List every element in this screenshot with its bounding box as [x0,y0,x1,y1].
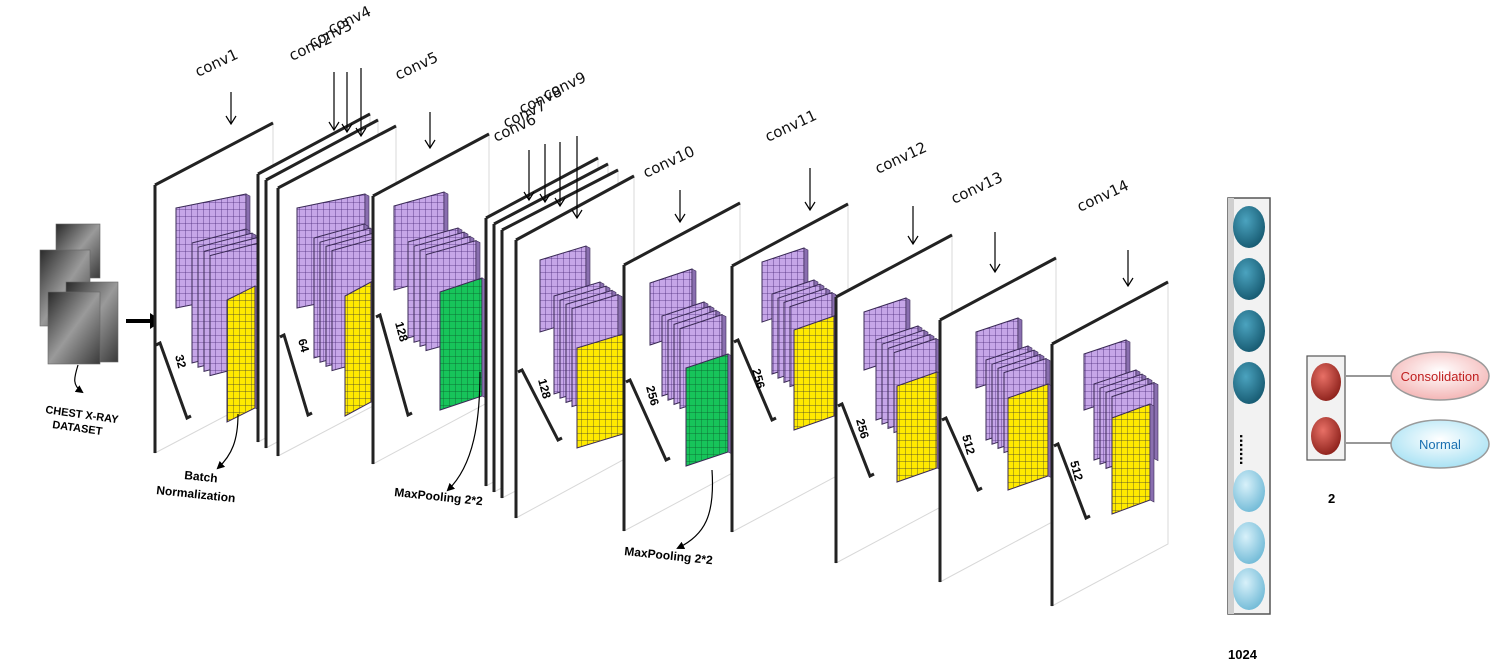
batch-norm-label-line1: Batch [184,468,219,485]
conv5-bracket [375,312,413,418]
batchnorm-map-6 [1007,383,1049,491]
conv11-label: conv11 [762,106,819,146]
output-node-1 [1311,363,1341,401]
dense-node [1233,362,1265,404]
dense-node [1233,206,1265,248]
output-units-label: 2 [1328,491,1335,506]
normal-oval [1390,419,1490,469]
dense-nodes [1233,206,1265,610]
batchnorm-map-1 [226,285,256,423]
conv14-label: conv14 [1074,176,1131,216]
filter-count-256-b: 256 [749,367,768,390]
conv14-bracket [1053,441,1091,521]
batchnorm-map-4 [793,315,835,431]
conv12-bracket [837,401,875,479]
conv12-label: conv12 [872,138,929,178]
conv13-bracket [941,415,983,493]
filter-count-256-a: 256 [643,384,662,407]
batchnorm-map-2 [344,281,372,417]
batchnorm-map-3 [576,333,624,449]
batch-norm-pointer [216,413,239,470]
dense-node [1233,522,1265,564]
maxpool-2-label: MaxPooling 2*2 [624,544,714,567]
batchnorm-map-7 [1111,403,1151,515]
conv6-bracket [517,367,563,443]
output-node-2 [1311,417,1341,455]
conv13-label: conv13 [948,168,1005,208]
conv1-label: conv1 [192,45,241,80]
dense-node [1233,258,1265,300]
filter-count-512-b: 512 [1067,459,1086,482]
maxpool-map-2 [685,353,729,467]
dense-node [1233,568,1265,610]
filter-count-32: 32 [172,353,189,370]
dense-node [1233,470,1265,512]
filter-count-128-a: 128 [392,320,411,343]
batchnorm-map-5 [896,371,938,483]
filter-count-64: 64 [295,337,312,354]
dense-units-label: 1024 [1228,647,1258,662]
conv5-label: conv5 [392,48,441,83]
output-layer: Consolidation Normal 2 [1306,351,1490,506]
xray-input-stack [39,223,119,365]
conv10-bracket [625,377,671,463]
class-normal: Normal [1419,437,1461,452]
input-curved-arrow [74,364,84,394]
conv10-label: conv10 [640,142,697,182]
dense-node [1233,310,1265,352]
maxpool-2-pointer [676,469,714,549]
conv-blocks: 32conv164conv2conv3conv4128conv5128conv6… [153,2,1169,607]
maxpool-1-label: MaxPooling 2*2 [394,485,484,508]
maxpool-1-pointer [446,371,481,492]
filter-count-128-b: 128 [535,377,554,400]
filter-count-512-a: 512 [959,433,978,456]
dense-ellipsis: ....... [1236,434,1253,465]
maxpool-map-1 [439,277,483,411]
conv11-bracket [733,337,777,423]
consolidation-oval [1390,351,1490,401]
conv1-bracket [155,340,192,421]
conv2-bracket [279,332,313,418]
filter-count-256-c: 256 [853,417,872,440]
batch-norm-label-line2: Normalization [156,483,236,505]
class-consolidation: Consolidation [1401,369,1480,384]
